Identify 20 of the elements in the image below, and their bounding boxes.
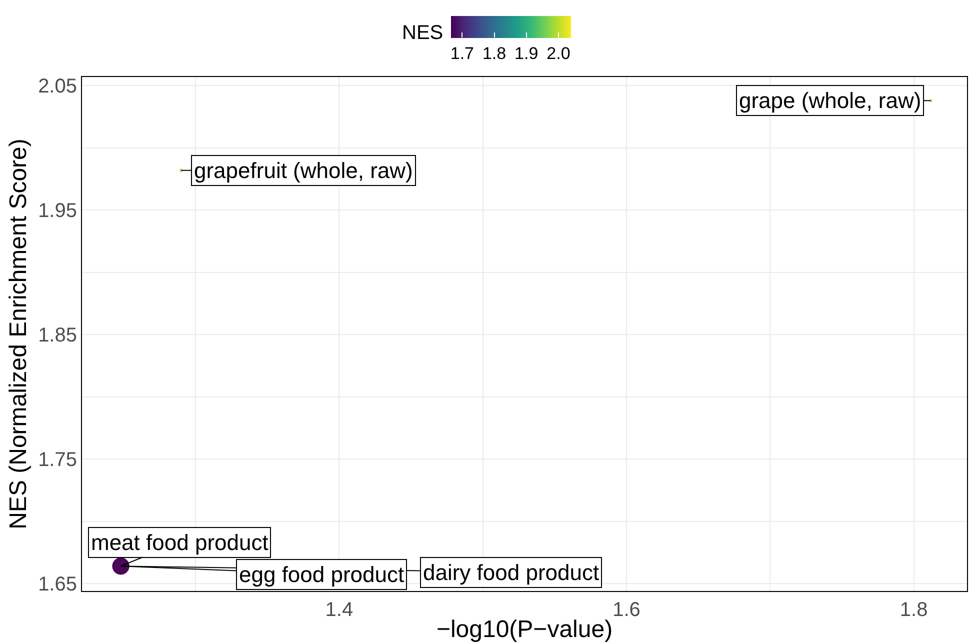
x-tick-label: 1.8 bbox=[900, 599, 928, 621]
y-tick-label: 2.05 bbox=[38, 76, 77, 98]
annotation: meat food product bbox=[91, 530, 268, 555]
y-tick-label: 1.75 bbox=[38, 449, 77, 472]
y-tick-label: 1.65 bbox=[38, 574, 77, 596]
x-tick-label: 1.6 bbox=[612, 599, 640, 621]
color-bar-label: 1.9 bbox=[514, 44, 538, 63]
color-bar-label: 1.8 bbox=[482, 44, 506, 63]
y-axis-title: NES (Normalized Enrichment Score) bbox=[5, 138, 32, 530]
color-bar-label: 1.7 bbox=[450, 44, 474, 63]
x-axis-title: −log10(P−value) bbox=[436, 616, 613, 643]
y-tick-label: 1.85 bbox=[38, 324, 77, 347]
annotation: egg food product bbox=[239, 562, 404, 587]
color-bar-label: 2.0 bbox=[546, 44, 570, 63]
color-bar-title: NES bbox=[402, 22, 444, 44]
x-tick-label: 1.4 bbox=[325, 599, 354, 621]
annotation: grapefruit (whole, raw) bbox=[194, 158, 413, 183]
annotation: dairy food product bbox=[423, 560, 600, 585]
annotation: grape (whole, raw) bbox=[739, 88, 922, 113]
y-tick-label: 1.95 bbox=[38, 200, 77, 222]
